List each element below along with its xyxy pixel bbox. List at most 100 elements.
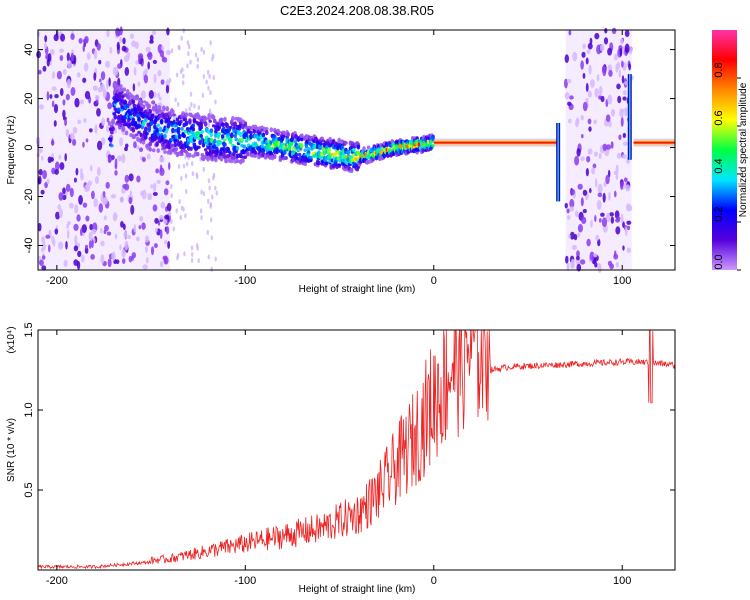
noise-speck bbox=[88, 240, 92, 249]
y-tick-label: 0.5 bbox=[23, 482, 35, 497]
noise-speck bbox=[589, 37, 593, 45]
noise-speck bbox=[159, 229, 163, 240]
ridge-blob bbox=[177, 133, 182, 140]
noise-speck bbox=[54, 169, 59, 175]
noise-speck bbox=[127, 234, 132, 239]
noise-speck bbox=[622, 90, 627, 96]
noise-speck bbox=[149, 39, 154, 44]
noise-speck bbox=[165, 226, 170, 235]
noise-speck bbox=[594, 32, 600, 40]
ridge-blob bbox=[182, 133, 187, 139]
ridge-blob bbox=[193, 135, 198, 140]
noise-speck bbox=[585, 97, 589, 103]
noise-speck bbox=[588, 187, 592, 194]
y-tick-label: 40 bbox=[23, 43, 35, 55]
noise-speck bbox=[133, 141, 137, 149]
noise-speck bbox=[615, 261, 619, 268]
noise-speck bbox=[100, 227, 103, 234]
noise-speck bbox=[624, 107, 628, 115]
noise-speck bbox=[106, 79, 109, 90]
ridge-blob bbox=[186, 131, 191, 135]
ridge-blob bbox=[197, 114, 201, 120]
ridge-blob bbox=[209, 131, 214, 138]
noise-speck bbox=[159, 214, 164, 220]
noise-speck bbox=[590, 219, 593, 228]
spectrogram-x-ticks: -200 -100 0 100 bbox=[46, 30, 631, 287]
ridge-blob bbox=[111, 126, 115, 132]
noise-speck bbox=[189, 59, 192, 65]
noise-speck bbox=[93, 85, 97, 91]
colorbar-label: Normalized spectral amplitude bbox=[738, 82, 749, 217]
noise-speck bbox=[190, 161, 194, 167]
noise-speck bbox=[69, 187, 74, 198]
noise-speck bbox=[608, 69, 613, 77]
ridge-blob bbox=[245, 150, 250, 157]
noise-speck bbox=[615, 226, 621, 235]
noise-speck bbox=[152, 204, 158, 212]
noise-speck bbox=[148, 90, 154, 99]
noise-speck bbox=[207, 122, 211, 128]
noise-speck bbox=[575, 255, 580, 261]
noise-speck bbox=[208, 108, 212, 114]
noise-speck bbox=[155, 168, 159, 174]
noise-speck bbox=[140, 190, 144, 197]
noise-speck bbox=[214, 185, 217, 191]
ridge-blob bbox=[352, 147, 356, 153]
noise-speck bbox=[585, 82, 589, 93]
ridge-blob bbox=[226, 133, 231, 137]
ridge-blob bbox=[139, 107, 144, 112]
noise-speck bbox=[76, 260, 81, 270]
ridge-blob bbox=[131, 126, 136, 133]
noise-speck bbox=[602, 66, 607, 77]
noise-speck bbox=[579, 259, 586, 265]
ridge-blob bbox=[197, 145, 201, 149]
noise-speck bbox=[145, 46, 151, 52]
noise-speck bbox=[152, 191, 158, 197]
noise-speck bbox=[170, 48, 174, 54]
noise-speck bbox=[91, 228, 97, 235]
noise-speck bbox=[566, 78, 572, 84]
noise-speck bbox=[179, 68, 183, 74]
noise-speck bbox=[585, 167, 589, 177]
ridge-blob bbox=[219, 155, 224, 162]
noise-speck bbox=[100, 193, 104, 203]
noise-speck bbox=[54, 93, 59, 99]
noise-speck bbox=[602, 143, 607, 151]
noise-speck bbox=[565, 255, 569, 264]
ridge-blob bbox=[203, 116, 208, 121]
noise-speck bbox=[135, 60, 139, 65]
noise-speck bbox=[90, 254, 95, 260]
noise-speck bbox=[151, 30, 157, 36]
noise-speck bbox=[119, 36, 122, 44]
noise-speck bbox=[614, 250, 617, 258]
noise-speck bbox=[197, 105, 201, 111]
noise-speck bbox=[137, 53, 144, 60]
snr-panel: -200 -100 0 100 0.5 1.0 1.5 Height of straigh… bbox=[6, 322, 676, 595]
noise-speck bbox=[170, 193, 173, 199]
noise-speck bbox=[146, 153, 151, 160]
noise-speck bbox=[594, 87, 599, 98]
noise-speck bbox=[182, 28, 185, 34]
noise-speck bbox=[189, 91, 193, 97]
ridge-blob bbox=[151, 105, 156, 112]
noise-speck bbox=[46, 178, 50, 185]
noise-speck bbox=[623, 177, 628, 183]
noise-speck bbox=[564, 92, 570, 100]
noise-speck bbox=[74, 204, 79, 214]
ridge-blob bbox=[171, 109, 175, 114]
noise-speck bbox=[205, 79, 208, 85]
noise-speck bbox=[622, 245, 625, 251]
noise-speck bbox=[586, 155, 591, 163]
noise-speck bbox=[63, 259, 68, 268]
noise-speck bbox=[596, 200, 602, 210]
ridge-blob bbox=[356, 144, 361, 150]
ridge-blob bbox=[212, 118, 217, 124]
y-tick-label: 1.5 bbox=[23, 322, 35, 337]
noise-speck bbox=[588, 64, 592, 75]
noise-speck bbox=[621, 60, 624, 68]
ridge-blob bbox=[300, 143, 304, 149]
noise-speck bbox=[621, 75, 625, 84]
noise-speck bbox=[582, 101, 588, 112]
noise-speck bbox=[599, 43, 605, 52]
noise-speck bbox=[200, 215, 203, 221]
